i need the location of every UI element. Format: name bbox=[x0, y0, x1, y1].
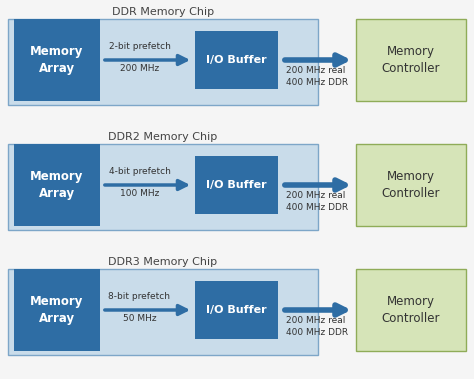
Text: 200 MHz: 200 MHz bbox=[120, 64, 159, 73]
Text: 400 MHz DDR: 400 MHz DDR bbox=[286, 203, 348, 212]
FancyBboxPatch shape bbox=[195, 156, 278, 214]
FancyBboxPatch shape bbox=[8, 269, 318, 355]
Text: Memory
Controller: Memory Controller bbox=[382, 295, 440, 325]
Text: I/O Buffer: I/O Buffer bbox=[206, 180, 267, 190]
Text: 200 MHz real: 200 MHz real bbox=[286, 66, 346, 75]
Text: 200 MHz real: 200 MHz real bbox=[286, 316, 346, 325]
FancyBboxPatch shape bbox=[195, 281, 278, 339]
Text: 2-bit prefetch: 2-bit prefetch bbox=[109, 42, 171, 51]
FancyBboxPatch shape bbox=[195, 31, 278, 89]
Text: 8-bit prefetch: 8-bit prefetch bbox=[109, 292, 171, 301]
Text: 400 MHz DDR: 400 MHz DDR bbox=[286, 328, 348, 337]
Text: DDR Memory Chip: DDR Memory Chip bbox=[112, 7, 214, 17]
Text: 50 MHz: 50 MHz bbox=[123, 314, 156, 323]
Text: DDR3 Memory Chip: DDR3 Memory Chip bbox=[109, 257, 218, 267]
Text: Memory
Controller: Memory Controller bbox=[382, 45, 440, 75]
Text: Memory
Array: Memory Array bbox=[30, 45, 84, 75]
Text: Memory
Array: Memory Array bbox=[30, 170, 84, 200]
Text: I/O Buffer: I/O Buffer bbox=[206, 55, 267, 65]
FancyBboxPatch shape bbox=[14, 269, 100, 351]
FancyBboxPatch shape bbox=[14, 19, 100, 101]
Text: 200 MHz real: 200 MHz real bbox=[286, 191, 346, 200]
Text: 100 MHz: 100 MHz bbox=[120, 189, 159, 198]
Text: 400 MHz DDR: 400 MHz DDR bbox=[286, 78, 348, 87]
Text: Memory
Array: Memory Array bbox=[30, 295, 84, 325]
Text: I/O Buffer: I/O Buffer bbox=[206, 305, 267, 315]
Text: DDR2 Memory Chip: DDR2 Memory Chip bbox=[109, 132, 218, 142]
FancyBboxPatch shape bbox=[356, 269, 466, 351]
FancyBboxPatch shape bbox=[8, 19, 318, 105]
FancyBboxPatch shape bbox=[14, 144, 100, 226]
FancyBboxPatch shape bbox=[356, 144, 466, 226]
Text: Memory
Controller: Memory Controller bbox=[382, 170, 440, 200]
FancyBboxPatch shape bbox=[356, 19, 466, 101]
Text: 4-bit prefetch: 4-bit prefetch bbox=[109, 167, 171, 176]
FancyBboxPatch shape bbox=[8, 144, 318, 230]
